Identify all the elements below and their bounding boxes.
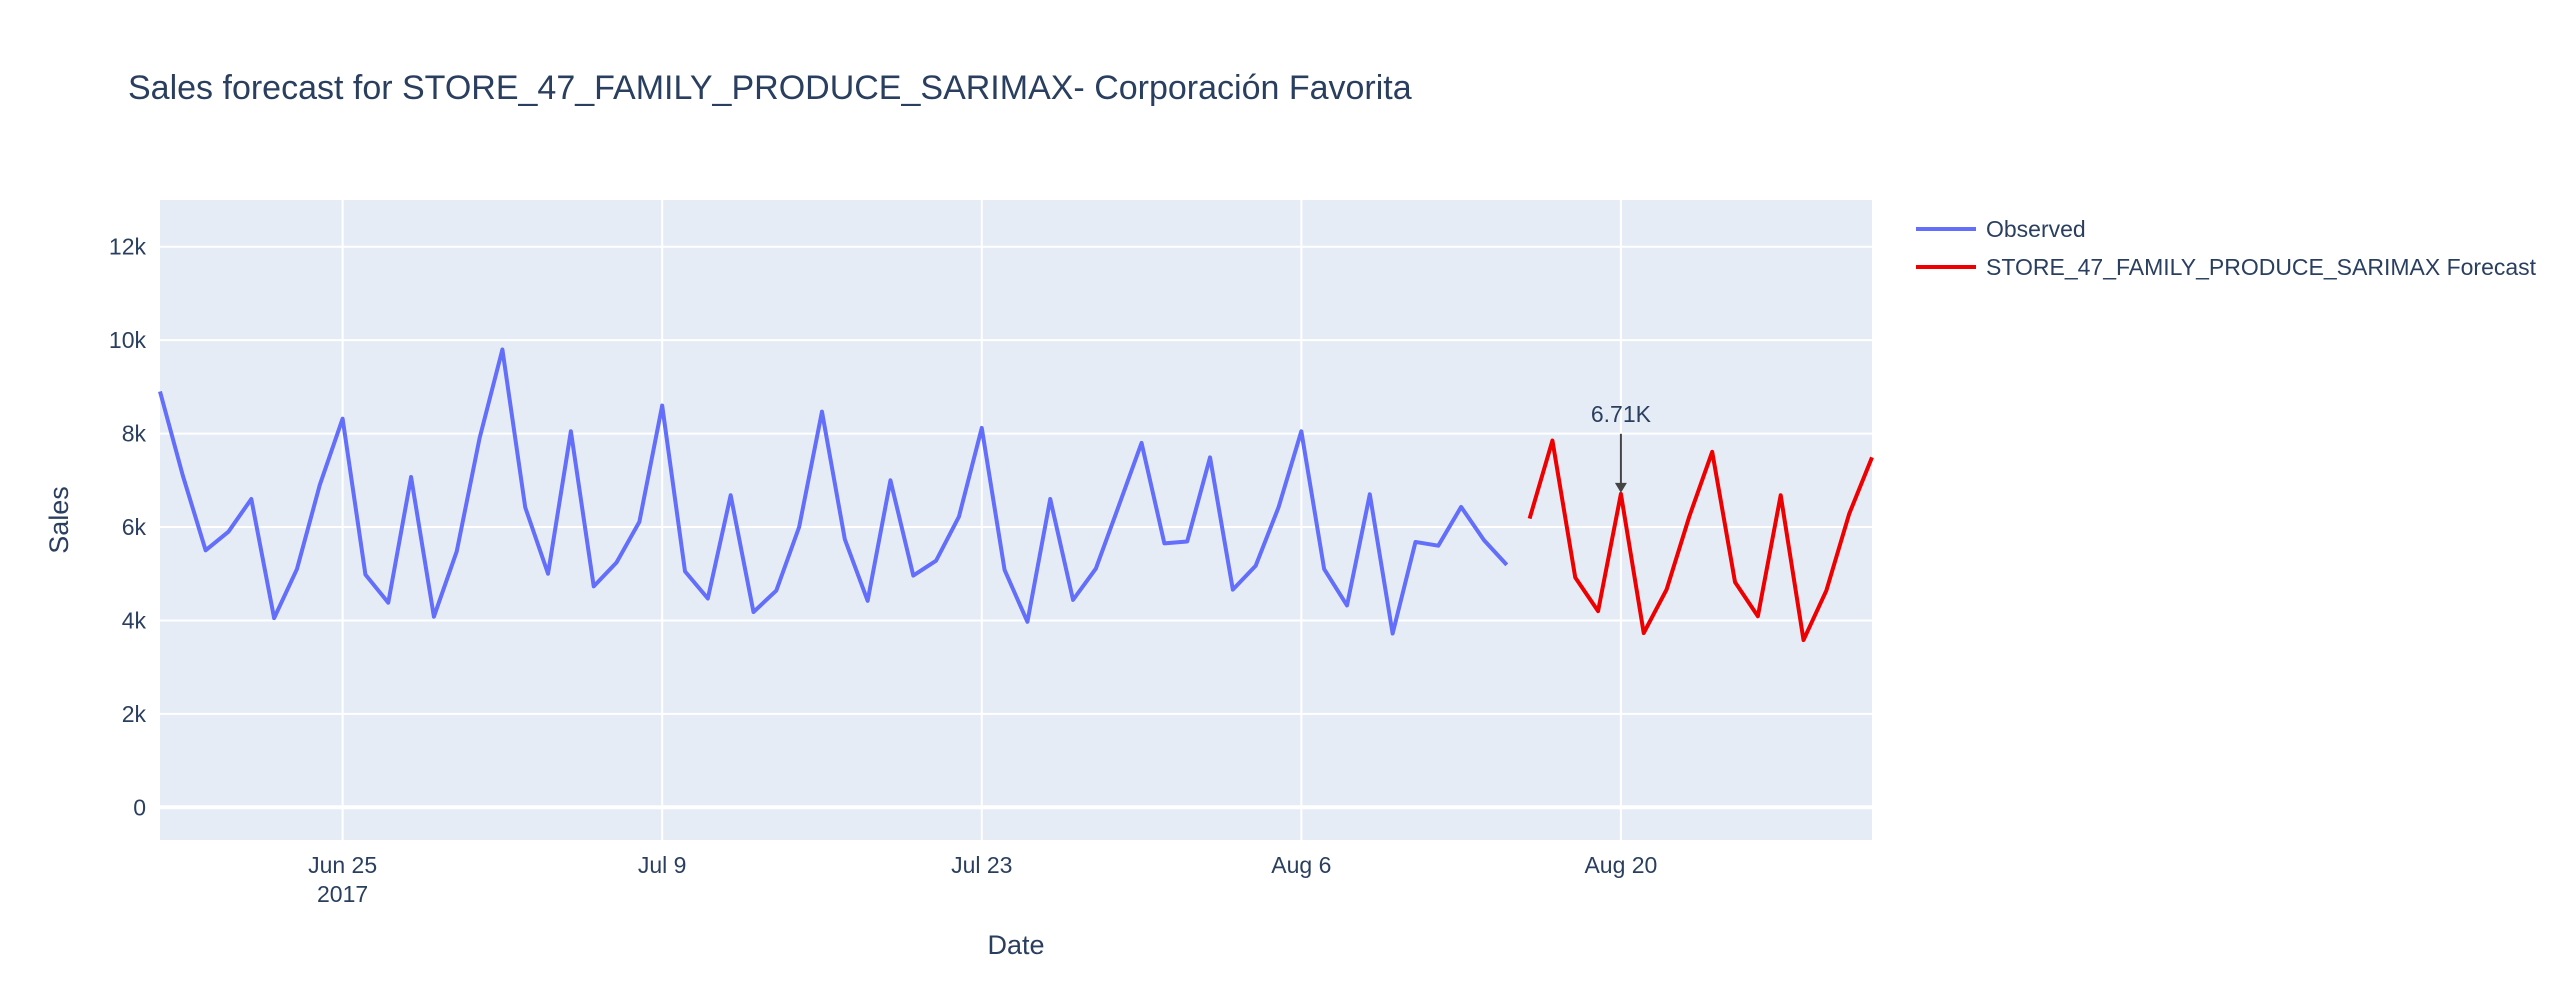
legend-label-forecast: STORE_47_FAMILY_PRODUCE_SARIMAX Forecast (1986, 254, 2537, 280)
x-gridlines (341, 200, 1622, 840)
x-tick-labels: Jun 25 2017 Jul 9 Jul 23 Aug 6 Aug 20 (308, 852, 1657, 907)
x-tick-label: Jul 9 (638, 852, 687, 878)
x-tick-label: Jun 25 (308, 852, 377, 878)
y-axis-title: Sales (44, 486, 74, 554)
x-tick-label: Aug 6 (1271, 852, 1331, 878)
y-tick-label: 6k (122, 514, 147, 540)
y-tick-label: 10k (109, 327, 147, 353)
y-gridlines (160, 245, 1872, 810)
plot-area (160, 200, 1872, 840)
x-tick-sublabel: 2017 (317, 881, 368, 907)
x-tick-label: Jul 23 (951, 852, 1012, 878)
annotation-arrow-head (1614, 482, 1627, 493)
legend-label-observed: Observed (1986, 216, 2086, 242)
y-tick-label: 0 (133, 794, 146, 820)
forecast-series-line (1527, 438, 1874, 643)
x-axis-title: Date (987, 930, 1044, 960)
observed-series-line (158, 347, 1509, 636)
y-tick-label: 2k (122, 701, 147, 727)
y-tick-label: 8k (122, 421, 147, 447)
series-layer (158, 347, 1874, 643)
annotation-layer: 6.71K (1591, 401, 1652, 493)
chart-title: Sales forecast for STORE_47_FAMILY_PRODU… (128, 69, 1412, 107)
x-tick-label: Aug 20 (1584, 852, 1657, 878)
y-tick-labels: 0 2k 4k 6k 8k 10k 12k (109, 234, 147, 821)
annotation-label: 6.71K (1591, 401, 1652, 427)
y-tick-label: 4k (122, 607, 147, 633)
y-tick-label: 12k (109, 234, 147, 260)
legend: Observed STORE_47_FAMILY_PRODUCE_SARIMAX … (1916, 216, 2537, 280)
